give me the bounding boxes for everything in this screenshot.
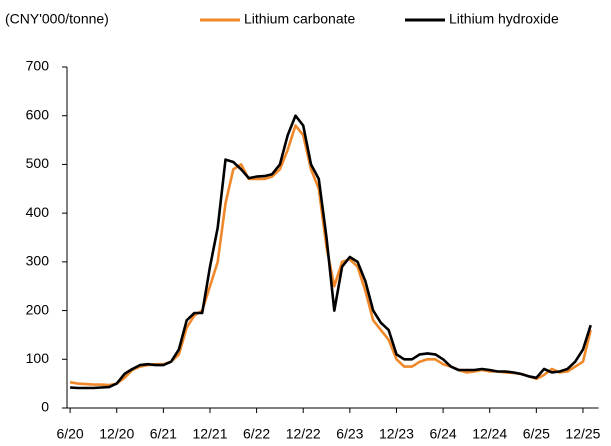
y-tick-label: 0 [41,399,49,415]
x-tick-label: 12/22 [286,426,321,442]
x-tick-label: 6/25 [523,426,550,442]
x-tick-label: 6/24 [429,426,456,442]
x-tick-label: 12/21 [192,426,227,442]
x-tick-label: 6/23 [336,426,363,442]
x-tick-label: 6/20 [56,426,83,442]
x-tick-label: 6/22 [243,426,270,442]
y-axis-label: (CNY'000/tonne) [5,11,109,27]
legend-label: Lithium carbonate [244,11,356,27]
series-line [69,124,592,387]
y-tick-label: 100 [26,350,50,366]
x-tick-label: 12/23 [379,426,414,442]
y-tick-label: 300 [26,253,50,269]
y-tick-label: 500 [26,155,50,171]
x-tick-label: 12/20 [99,426,134,442]
y-tick-label: 400 [26,204,50,220]
x-tick-label: 12/24 [472,426,507,442]
series-line [70,114,592,390]
y-tick-label: 700 [26,58,50,74]
legend-label: Lithium hydroxide [449,11,559,27]
y-tick-label: 600 [26,106,50,122]
y-tick-label: 200 [26,301,50,317]
x-tick-label: 6/21 [150,426,177,442]
x-tick-label: 12/25 [565,426,600,442]
